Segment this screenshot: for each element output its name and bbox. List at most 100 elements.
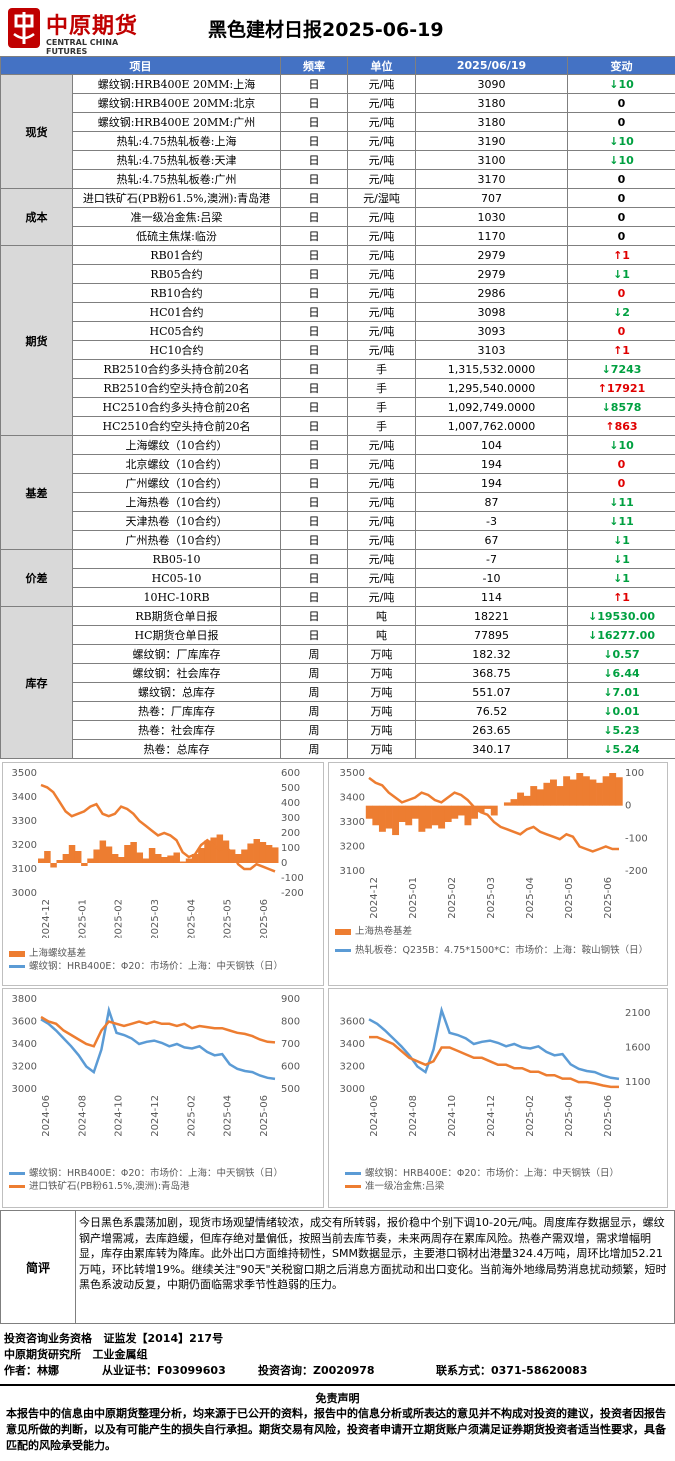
col-header-unit: 单位 bbox=[348, 57, 416, 75]
cell-unit: 元/吨 bbox=[348, 246, 416, 265]
cell-freq: 日 bbox=[281, 588, 348, 607]
group-label: 期货 bbox=[1, 246, 73, 436]
x-tick-label: 2025-01 bbox=[408, 877, 419, 919]
change-value: 1 bbox=[622, 534, 630, 547]
cell-unit: 手 bbox=[348, 417, 416, 436]
x-tick-label: 2025-04 bbox=[525, 877, 536, 919]
review-label: 简评 bbox=[1, 1211, 76, 1323]
cell-freq: 日 bbox=[281, 493, 348, 512]
cell-change: 0 bbox=[568, 474, 675, 493]
legend-item: 螺纹钢：HRB400E：Φ20：市场价：上海：中天钢铁（日） bbox=[9, 1167, 319, 1180]
change-value: 5.23 bbox=[613, 724, 640, 737]
basis-bar bbox=[543, 783, 550, 806]
cell-freq: 日 bbox=[281, 75, 348, 94]
basis-bar bbox=[524, 796, 531, 806]
cell-change: ↓19530.00 bbox=[568, 607, 675, 626]
basis-bar bbox=[504, 802, 511, 805]
legend-label: 进口铁矿石(PB粉61.5%,澳洲):青岛港 bbox=[29, 1181, 190, 1192]
basis-bar bbox=[511, 799, 518, 806]
cell-item: 热轧:4.75热轧板卷:广州 bbox=[73, 170, 281, 189]
logo-cn-text: 中原期货 bbox=[46, 8, 138, 40]
legend-swatch bbox=[345, 1185, 361, 1188]
cell-item: 螺纹钢：总库存 bbox=[73, 683, 281, 702]
cell-unit: 元/吨 bbox=[348, 455, 416, 474]
arrow-down-icon: ↓ bbox=[602, 363, 611, 376]
x-tick-label: 2025-02 bbox=[114, 899, 125, 938]
cell-value: 1,092,749.0000 bbox=[416, 398, 568, 417]
basis-bar bbox=[379, 806, 386, 832]
cell-item: HC期货仓单日报 bbox=[73, 626, 281, 645]
right-tick-label: -100 bbox=[281, 873, 304, 884]
change-value: 10 bbox=[618, 154, 633, 167]
cell-unit: 手 bbox=[348, 379, 416, 398]
cell-value: 194 bbox=[416, 474, 568, 493]
review-section: 简评 今日黑色系震荡加剧，现货市场观望情绪较浓，成交有所转弱，报价稳中个别下调1… bbox=[0, 1210, 675, 1324]
cell-value: 77895 bbox=[416, 626, 568, 645]
contact-label: 联系方式： bbox=[436, 1364, 491, 1377]
arrow-down-icon: ↓ bbox=[603, 648, 612, 661]
cell-item: HC01合约 bbox=[73, 303, 281, 322]
cell-value: 340.17 bbox=[416, 740, 568, 759]
right-tick-label: 600 bbox=[281, 768, 300, 779]
cell-change: ↓16277.00 bbox=[568, 626, 675, 645]
cell-unit: 元/湿吨 bbox=[348, 189, 416, 208]
basis-bar bbox=[63, 854, 69, 863]
basis-bar bbox=[223, 841, 230, 864]
cell-unit: 吨 bbox=[348, 626, 416, 645]
cell-change: ↓1 bbox=[568, 550, 675, 569]
group-name: 工业金属组 bbox=[93, 1348, 148, 1361]
basis-bar bbox=[517, 793, 524, 806]
right-tick-label: -100 bbox=[625, 833, 648, 844]
x-tick-label: 2025-03 bbox=[150, 899, 161, 938]
change-value: 5.24 bbox=[613, 743, 640, 756]
legend-label: 螺纹钢：HRB400E：Φ20：市场价：上海：中天钢铁（日） bbox=[29, 1168, 283, 1179]
basis-bar bbox=[445, 806, 452, 822]
change-value: 1 bbox=[622, 553, 630, 566]
col-header-change: 变动 bbox=[568, 57, 675, 75]
x-tick-label: 2025-04 bbox=[186, 899, 197, 938]
cell-unit: 元/吨 bbox=[348, 208, 416, 227]
review-text: 今日黑色系震荡加剧，现货市场观望情绪较浓，成交有所转弱，报价稳中个别下调10-2… bbox=[79, 1215, 669, 1293]
change-value: 0 bbox=[618, 230, 626, 243]
cell-value: 76.52 bbox=[416, 702, 568, 721]
change-value: 0 bbox=[618, 458, 626, 471]
legend-swatch bbox=[9, 965, 25, 968]
arrow-down-icon: ↓ bbox=[588, 610, 597, 623]
table-row: 天津热卷（10合约）日元/吨-3↓11 bbox=[1, 512, 675, 531]
chart-legend: 螺纹钢：HRB400E：Φ20：市场价：上海：中天钢铁（日） 进口铁矿石(PB粉… bbox=[9, 1167, 319, 1193]
basis-bar bbox=[75, 851, 82, 863]
cell-unit: 元/吨 bbox=[348, 588, 416, 607]
cell-unit: 万吨 bbox=[348, 721, 416, 740]
arrow-down-icon: ↓ bbox=[613, 553, 622, 566]
cell-freq: 日 bbox=[281, 284, 348, 303]
cell-item: 螺纹钢：厂库库存 bbox=[73, 645, 281, 664]
cell-change: ↓1 bbox=[568, 531, 675, 550]
cell-change: 0 bbox=[568, 322, 675, 341]
basis-bar bbox=[247, 844, 254, 864]
cell-item: 热卷：厂库库存 bbox=[73, 702, 281, 721]
change-value: 1 bbox=[622, 572, 630, 585]
col-header-freq: 频率 bbox=[281, 57, 348, 75]
basis-bar bbox=[69, 845, 76, 863]
basis-bar bbox=[180, 862, 187, 864]
right-tick-label: 400 bbox=[281, 798, 300, 809]
cell-item: 广州热卷（10合约） bbox=[73, 531, 281, 550]
left-tick-label: 3300 bbox=[12, 816, 37, 827]
basis-bar bbox=[464, 806, 471, 826]
cell-change: ↓5.23 bbox=[568, 721, 675, 740]
legend-swatch bbox=[335, 949, 351, 952]
basis-bar bbox=[405, 806, 412, 826]
cell-change: 0 bbox=[568, 94, 675, 113]
cell-item: RB10合约 bbox=[73, 284, 281, 303]
change-value: 0 bbox=[618, 173, 626, 186]
left-tick-label: 3100 bbox=[340, 866, 365, 877]
cell-value: 194 bbox=[416, 455, 568, 474]
disclaimer-heading: 免责声明 bbox=[0, 1390, 675, 1406]
